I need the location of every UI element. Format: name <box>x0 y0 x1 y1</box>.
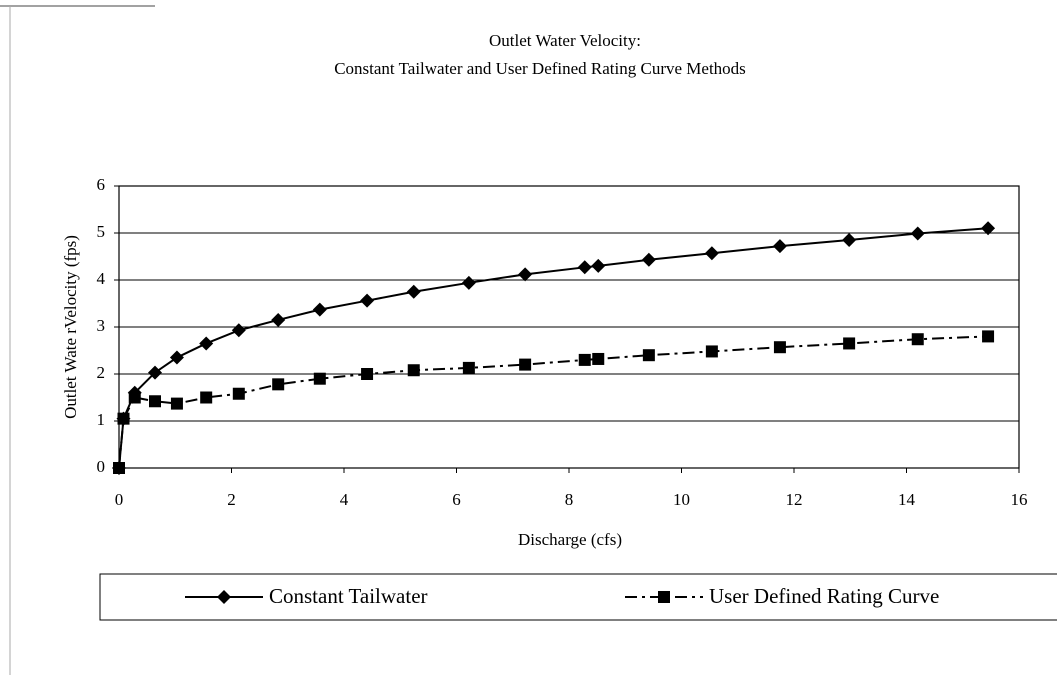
marker <box>128 391 141 404</box>
x-tick-label: 6 <box>452 490 461 509</box>
marker <box>577 260 592 275</box>
chart-title: Outlet Water Velocity: <box>489 31 641 50</box>
plot-area <box>118 185 1020 469</box>
marker <box>981 221 996 236</box>
y-axis-label: Outlet Wate rVelocity (fps) <box>61 235 80 419</box>
marker <box>772 239 787 254</box>
legend-marker <box>217 590 231 604</box>
x-tick-label: 16 <box>1011 490 1028 509</box>
marker <box>231 323 246 338</box>
marker <box>705 345 718 358</box>
y-tick-label: 2 <box>97 363 106 382</box>
marker <box>704 246 719 261</box>
marker <box>170 397 183 410</box>
marker <box>911 333 924 346</box>
marker <box>149 395 161 408</box>
x-tick-label: 14 <box>898 490 916 509</box>
marker <box>518 267 533 282</box>
marker <box>406 284 421 299</box>
y-tick-label: 1 <box>97 410 106 429</box>
marker <box>361 368 374 380</box>
y-tick-label: 5 <box>97 222 106 241</box>
marker <box>641 252 656 267</box>
x-axis-label: Discharge (cfs) <box>518 530 622 549</box>
legend-label: Constant Tailwater <box>269 584 428 608</box>
marker <box>461 275 476 290</box>
marker <box>199 336 214 351</box>
x-tick-label: 2 <box>227 490 236 509</box>
marker <box>982 330 995 343</box>
marker <box>312 302 327 317</box>
series-line <box>118 227 989 469</box>
marker <box>591 258 606 273</box>
x-tick-label: 10 <box>673 490 690 509</box>
y-tick-label: 3 <box>97 316 106 335</box>
marker <box>272 378 285 391</box>
marker <box>313 372 326 385</box>
marker <box>842 233 857 248</box>
marker <box>462 361 475 374</box>
x-tick-label: 4 <box>340 490 349 509</box>
marker <box>642 349 655 362</box>
marker <box>407 364 420 377</box>
marker <box>232 387 245 400</box>
legend-label: User Defined Rating Curve <box>709 584 939 608</box>
marker <box>271 312 286 327</box>
legend-box <box>99 573 1057 621</box>
marker <box>592 352 605 365</box>
marker <box>360 293 375 308</box>
marker <box>773 341 786 354</box>
y-tick-label: 4 <box>97 269 106 288</box>
y-tick-label: 6 <box>97 175 106 194</box>
y-tick-label: 0 <box>97 457 106 476</box>
marker <box>843 337 856 350</box>
marker <box>519 358 532 371</box>
x-tick-label: 8 <box>565 490 574 509</box>
chart-title: Constant Tailwater and User Defined Rati… <box>334 59 746 78</box>
legend-marker <box>658 591 670 603</box>
marker <box>113 462 125 474</box>
x-tick-label: 0 <box>115 490 124 509</box>
marker <box>578 353 591 366</box>
marker <box>148 365 162 380</box>
marker <box>200 391 213 404</box>
marker <box>117 412 130 425</box>
marker <box>910 226 925 241</box>
series-line <box>118 335 989 469</box>
x-tick-label: 12 <box>786 490 803 509</box>
marker <box>169 350 184 365</box>
